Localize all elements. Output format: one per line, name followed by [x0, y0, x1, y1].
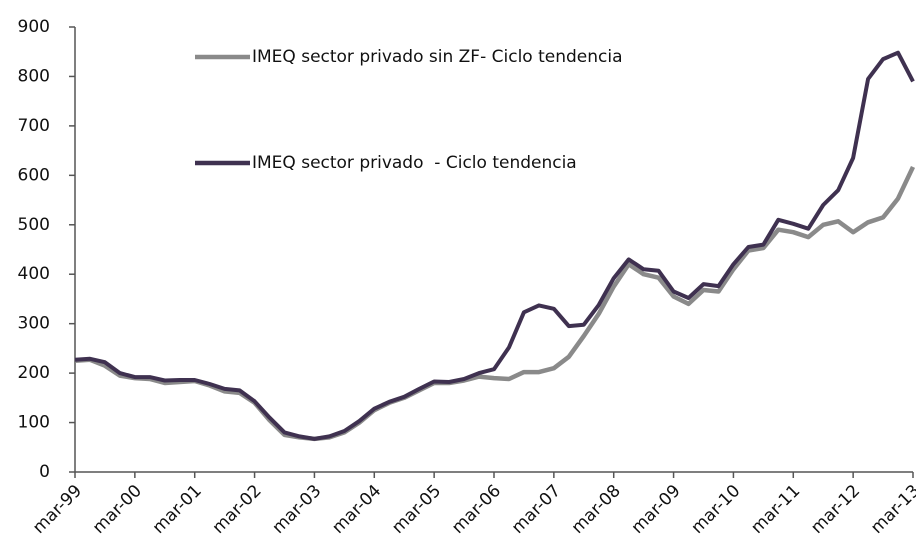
y-tick-label: 600	[18, 165, 50, 185]
y-tick-label: 700	[18, 116, 50, 136]
x-tick-label: mar-05	[388, 481, 445, 538]
y-tick-label: 800	[18, 66, 50, 86]
y-tick-label: 500	[18, 215, 50, 235]
legend-label: IMEQ sector privado sin ZF- Ciclo tenden…	[252, 47, 623, 67]
x-tick-label: mar-12	[807, 481, 864, 538]
x-tick-label: mar-10	[687, 481, 744, 538]
x-tick-label: mar-11	[747, 481, 804, 538]
x-tick-label: mar-06	[448, 481, 505, 538]
y-tick-label: 900	[18, 17, 50, 37]
x-tick-label: mar-13	[867, 481, 916, 538]
legend-label: IMEQ sector privado - Ciclo tendencia	[252, 153, 577, 173]
x-tick-label: mar-07	[508, 481, 565, 538]
x-tick-label: mar-03	[268, 481, 325, 538]
x-tick-label: mar-02	[209, 481, 266, 538]
series-line	[74, 165, 916, 442]
y-tick-label: 200	[18, 363, 50, 383]
series-line	[74, 50, 915, 441]
x-tick-label: mar-01	[149, 481, 206, 538]
x-tick-label: mar-09	[628, 481, 685, 538]
y-tick-label: 400	[18, 264, 50, 284]
x-tick-label: mar-04	[328, 481, 385, 538]
x-tick-label: mar-00	[89, 481, 146, 538]
y-tick-label: 100	[18, 413, 50, 433]
y-tick-label: 300	[18, 314, 50, 334]
x-tick-label: mar-99	[29, 481, 86, 538]
y-tick-label: 0	[39, 462, 50, 482]
x-tick-label: mar-08	[568, 481, 625, 538]
